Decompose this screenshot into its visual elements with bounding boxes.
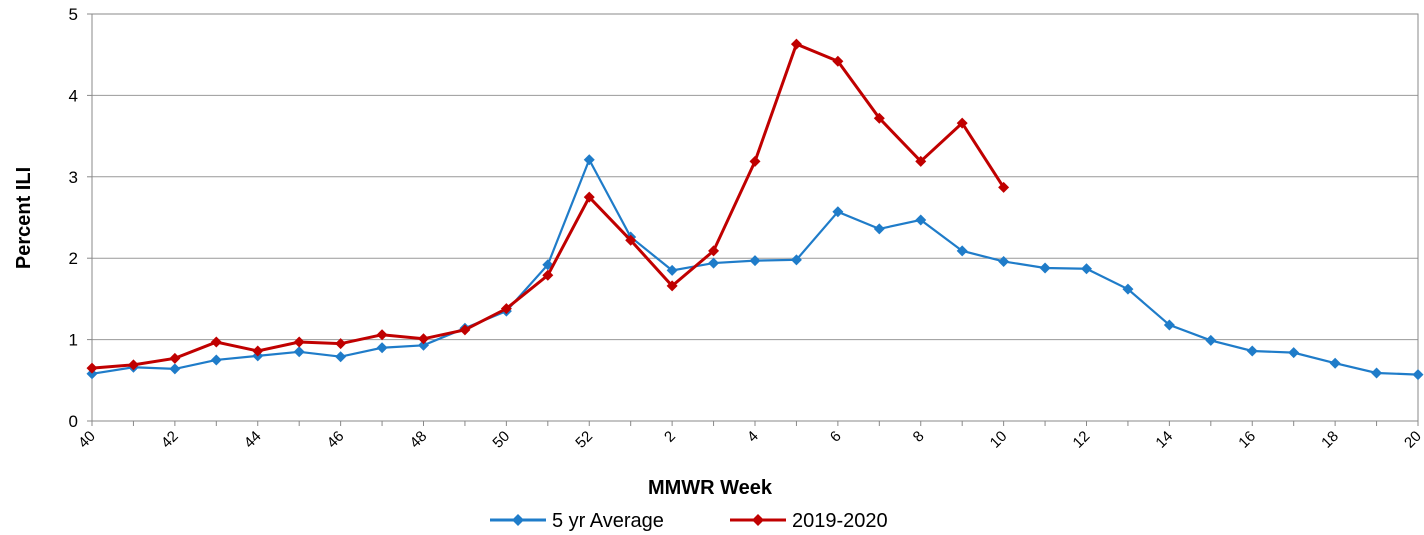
data-point [1412, 369, 1424, 381]
data-point [583, 154, 595, 166]
data-point [169, 352, 181, 364]
x-tick-label: 8 [910, 428, 928, 446]
data-point [873, 112, 885, 124]
data-point [418, 339, 429, 351]
data-point [832, 206, 844, 218]
y-axis-title: Percent ILI [13, 167, 35, 269]
data-point [127, 359, 139, 371]
y-tick-label: 5 [69, 5, 78, 24]
x-tick-label: 20 [1401, 428, 1424, 452]
data-point [998, 255, 1010, 267]
x-tick-label: 16 [1235, 428, 1259, 452]
data-point [500, 303, 512, 315]
legend-label: 5 yr Average [552, 510, 664, 532]
data-point [335, 351, 347, 363]
data-point [749, 155, 761, 167]
x-tick-label: 44 [241, 428, 265, 452]
data-point [666, 280, 678, 292]
data-point [293, 346, 305, 358]
data-point [1371, 367, 1383, 379]
data-point [666, 264, 678, 276]
y-tick-label: 2 [69, 249, 78, 268]
data-point [956, 117, 968, 129]
x-tick-label: 18 [1318, 428, 1342, 452]
x-tick-label: 42 [158, 428, 182, 452]
data-point [790, 38, 802, 50]
data-point [335, 338, 347, 350]
data-point [832, 55, 844, 67]
y-tick-label: 3 [69, 168, 78, 187]
data-point [790, 254, 802, 266]
x-tick-label: 52 [572, 428, 596, 452]
data-point [708, 245, 720, 257]
x-tick-label: 10 [987, 428, 1011, 452]
data-point [625, 234, 637, 246]
data-point [376, 342, 388, 354]
x-tick-label: 48 [407, 428, 431, 452]
plot-border [91, 13, 1419, 422]
data-point [418, 333, 429, 345]
x-tick-label: 50 [489, 428, 513, 452]
data-point [376, 329, 388, 341]
data-point [749, 255, 761, 267]
legend-marker [512, 514, 524, 526]
x-tick-label: 14 [1152, 428, 1176, 452]
data-point [459, 324, 471, 336]
y-tick-label: 1 [69, 331, 78, 350]
data-point [915, 155, 927, 167]
x-tick-label: 12 [1070, 428, 1094, 452]
data-point [1039, 262, 1051, 274]
data-point [210, 336, 222, 348]
data-point [1163, 319, 1175, 331]
data-point [252, 345, 264, 357]
data-point [873, 223, 885, 235]
x-tick-label: 40 [75, 428, 99, 452]
x-tick-label: 6 [827, 428, 845, 446]
data-point [998, 181, 1010, 193]
data-point [583, 191, 595, 203]
data-point [1246, 345, 1258, 357]
x-tick-label: 46 [324, 428, 348, 452]
data-point [86, 362, 98, 374]
x-tick-label: 2 [661, 428, 679, 446]
data-point [1081, 263, 1092, 275]
legend-label: 2019-2020 [792, 510, 888, 532]
data-point [956, 245, 968, 257]
data-point [86, 368, 98, 380]
series-line [91, 42, 1005, 370]
y-tick-label: 4 [69, 86, 78, 105]
data-point [915, 214, 927, 226]
data-point [1329, 357, 1341, 369]
data-point [293, 336, 305, 348]
data-point [1205, 334, 1217, 346]
data-point [1288, 347, 1300, 359]
x-tick-label: 4 [744, 428, 762, 446]
legend-marker [752, 514, 764, 526]
x-axis-title: MMWR Week [648, 477, 773, 499]
data-point [542, 269, 554, 281]
y-tick-label: 0 [69, 412, 78, 431]
data-point [1122, 283, 1134, 295]
data-point [210, 354, 222, 366]
data-point [708, 257, 720, 269]
data-point [169, 363, 181, 375]
